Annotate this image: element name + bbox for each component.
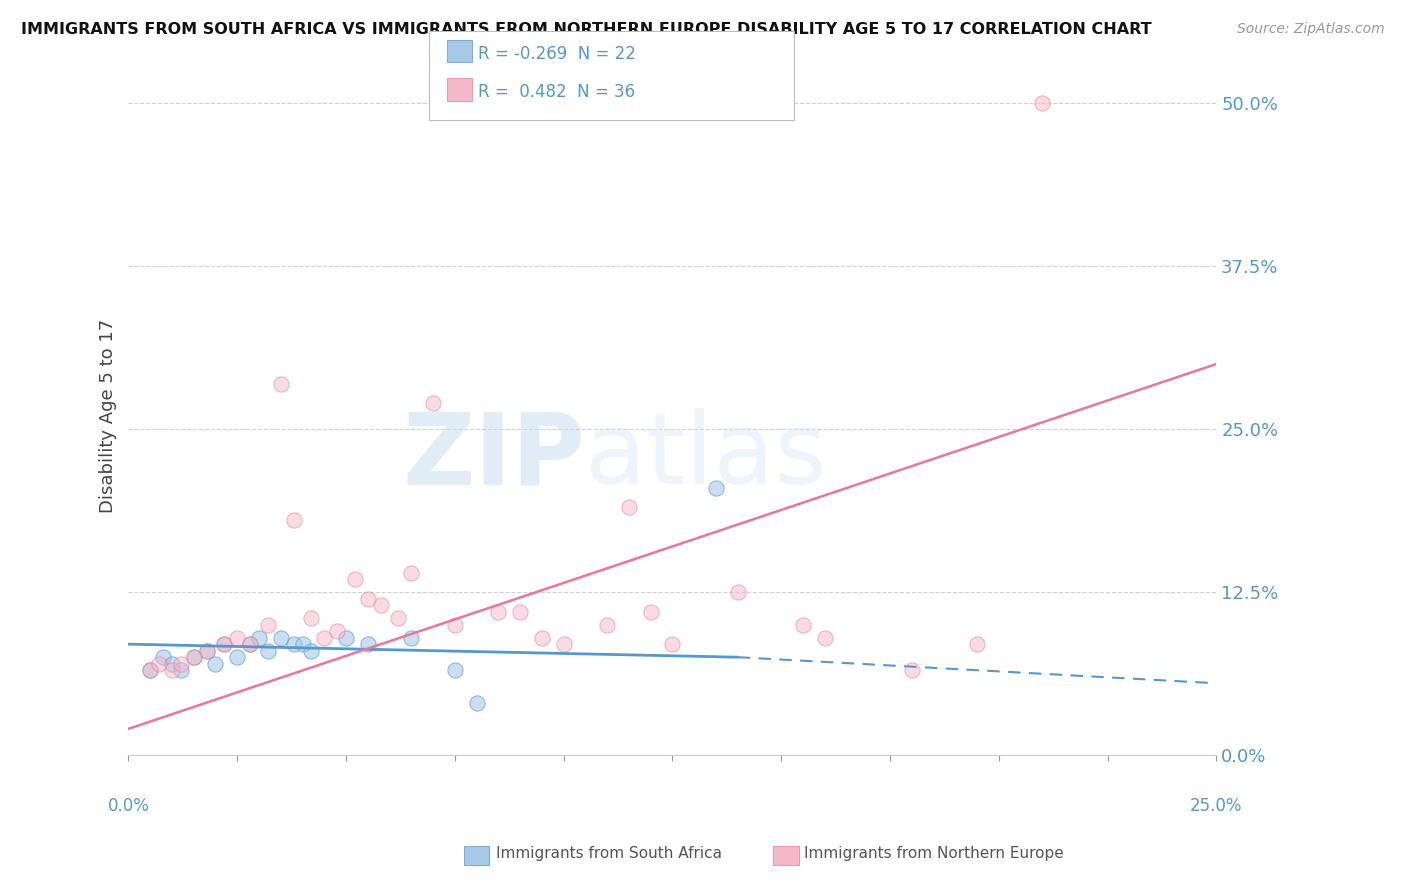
Text: Source: ZipAtlas.com: Source: ZipAtlas.com bbox=[1237, 22, 1385, 37]
Point bbox=[256, 643, 278, 657]
Point bbox=[160, 663, 183, 677]
Point bbox=[291, 637, 314, 651]
Point bbox=[299, 611, 322, 625]
Point bbox=[900, 663, 922, 677]
Point bbox=[1031, 96, 1053, 111]
Point bbox=[422, 396, 444, 410]
Point bbox=[195, 643, 218, 657]
Point bbox=[299, 643, 322, 657]
Point bbox=[966, 637, 988, 651]
Point bbox=[239, 637, 262, 651]
Point bbox=[170, 657, 193, 671]
Point bbox=[530, 631, 553, 645]
Point bbox=[335, 631, 357, 645]
Point bbox=[509, 605, 531, 619]
Point bbox=[486, 605, 509, 619]
Point bbox=[596, 617, 619, 632]
Text: 25.0%: 25.0% bbox=[1189, 797, 1243, 814]
Text: Immigrants from South Africa: Immigrants from South Africa bbox=[496, 847, 723, 861]
Y-axis label: Disability Age 5 to 17: Disability Age 5 to 17 bbox=[100, 319, 117, 513]
Point bbox=[357, 591, 380, 606]
Point bbox=[640, 605, 662, 619]
Point bbox=[357, 637, 380, 651]
Point bbox=[401, 566, 423, 580]
Point bbox=[465, 696, 488, 710]
Point bbox=[443, 617, 465, 632]
Point bbox=[247, 631, 270, 645]
Point bbox=[401, 631, 423, 645]
Point bbox=[212, 637, 235, 651]
Point bbox=[204, 657, 226, 671]
Point bbox=[226, 631, 249, 645]
Point bbox=[370, 598, 392, 612]
Point bbox=[183, 650, 205, 665]
Point bbox=[553, 637, 575, 651]
Text: R = -0.269  N = 22: R = -0.269 N = 22 bbox=[478, 45, 636, 62]
Point bbox=[387, 611, 409, 625]
Point bbox=[160, 657, 183, 671]
Point bbox=[139, 663, 162, 677]
Point bbox=[314, 631, 336, 645]
Point bbox=[443, 663, 465, 677]
Point bbox=[792, 617, 814, 632]
Point bbox=[152, 650, 174, 665]
Text: 0.0%: 0.0% bbox=[107, 797, 149, 814]
Text: IMMIGRANTS FROM SOUTH AFRICA VS IMMIGRANTS FROM NORTHERN EUROPE DISABILITY AGE 5: IMMIGRANTS FROM SOUTH AFRICA VS IMMIGRAN… bbox=[21, 22, 1152, 37]
Point bbox=[661, 637, 683, 651]
Point bbox=[270, 376, 292, 391]
Point bbox=[704, 481, 727, 495]
Point bbox=[170, 663, 193, 677]
Point bbox=[239, 637, 262, 651]
Point bbox=[270, 631, 292, 645]
Point bbox=[256, 617, 278, 632]
Point bbox=[195, 643, 218, 657]
Point bbox=[283, 637, 305, 651]
Point bbox=[283, 513, 305, 527]
Text: Immigrants from Northern Europe: Immigrants from Northern Europe bbox=[804, 847, 1064, 861]
Point bbox=[148, 657, 170, 671]
Point bbox=[212, 637, 235, 651]
Text: atlas: atlas bbox=[585, 409, 827, 505]
Point bbox=[814, 631, 837, 645]
Point bbox=[617, 500, 640, 515]
Point bbox=[343, 572, 366, 586]
Point bbox=[727, 585, 749, 599]
Text: R =  0.482  N = 36: R = 0.482 N = 36 bbox=[478, 83, 636, 101]
Point bbox=[139, 663, 162, 677]
Point bbox=[183, 650, 205, 665]
Point bbox=[226, 650, 249, 665]
Text: ZIP: ZIP bbox=[402, 409, 585, 505]
Point bbox=[326, 624, 349, 639]
